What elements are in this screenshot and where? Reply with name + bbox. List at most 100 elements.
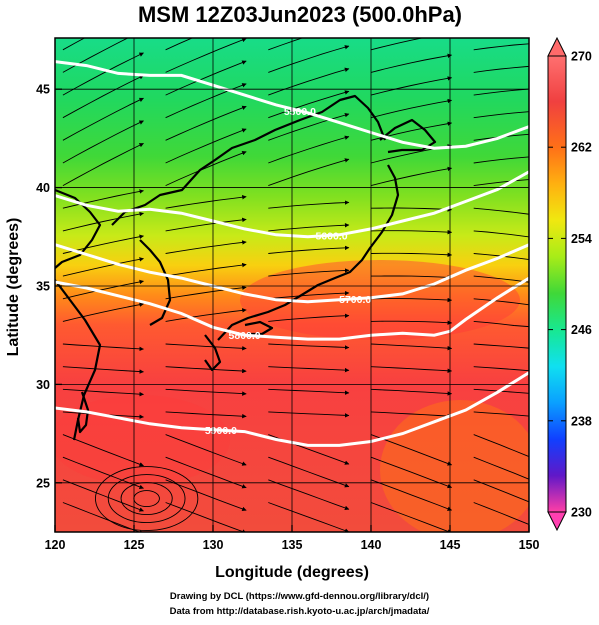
colorbar-tick-label: 230 <box>571 506 592 520</box>
streamline <box>165 366 247 374</box>
streamline <box>473 207 529 215</box>
streamline <box>370 252 453 258</box>
map-grid <box>54 38 530 532</box>
streamline <box>165 502 247 532</box>
streamline <box>62 343 144 352</box>
streamline <box>268 45 350 73</box>
streamline <box>268 290 350 300</box>
streamline <box>473 230 529 238</box>
korea-manchuria-coast <box>111 94 387 226</box>
streamline <box>473 502 529 525</box>
streamline <box>370 388 453 396</box>
colorbar: 270 262 254 246 238 230 <box>547 36 592 532</box>
streamline <box>165 411 247 419</box>
contour-label: 5500.0 <box>284 106 316 118</box>
credit-drawing: Drawing by DCL (https://www.gfd-dennou.o… <box>169 591 430 602</box>
x-tick-label: 145 <box>440 538 461 552</box>
axis-ticks: 120 125 130 135 140 145 150 25 30 35 40 45 <box>36 83 539 552</box>
orange-patch-southeast <box>380 400 529 532</box>
streamline <box>62 434 144 467</box>
contour-line <box>55 276 529 341</box>
colorbar-tick-label: 238 <box>571 414 592 428</box>
streamline <box>165 388 247 396</box>
streamline <box>370 411 453 419</box>
map-panel: 5500.0 5600.0 5700.0 5800.0 5900.0 <box>55 38 529 532</box>
streamline <box>165 194 247 209</box>
streamline <box>62 456 144 489</box>
streamline <box>165 240 247 254</box>
streamline <box>370 38 425 51</box>
colorbar-upper-triangle <box>547 36 567 57</box>
china-coast-south <box>55 279 102 441</box>
y-tick-label: 30 <box>36 378 50 392</box>
y-tick-label: 40 <box>36 181 50 195</box>
swirl-streamline <box>107 474 186 523</box>
contour-label: 5800.0 <box>229 330 261 342</box>
streamline <box>62 97 144 141</box>
streamline <box>370 207 453 212</box>
streamline <box>268 90 350 119</box>
streamline <box>268 366 350 373</box>
swirl-streamline <box>94 466 199 531</box>
streamline <box>165 434 247 466</box>
colorbar-body <box>547 55 567 513</box>
streamline <box>473 343 529 349</box>
streamline <box>473 133 529 141</box>
streamline <box>62 388 144 397</box>
streamline <box>268 245 350 254</box>
streamline <box>62 279 144 300</box>
streamline <box>268 200 350 209</box>
streamline <box>473 275 529 283</box>
streamline <box>370 53 453 73</box>
chart-title: MSM 12Z03Jun2023 (500.0hPa) <box>138 2 462 27</box>
contour-label: 5700.0 <box>339 294 371 306</box>
y-tick-label: 25 <box>36 476 50 490</box>
streamline <box>62 189 144 209</box>
streamline <box>62 142 144 186</box>
coastlines <box>55 94 437 441</box>
streamline <box>165 343 247 351</box>
y-tick-label: 45 <box>36 83 50 97</box>
streamline <box>268 479 350 511</box>
streamline <box>62 75 144 119</box>
streamline <box>268 456 350 488</box>
streamline <box>473 456 529 480</box>
x-tick-label: 130 <box>203 538 224 552</box>
japan-hokkaido <box>379 118 437 154</box>
streamline <box>370 502 453 532</box>
streamline <box>473 388 529 394</box>
streamline <box>62 211 144 232</box>
streamline <box>268 158 350 187</box>
credit-data-source: Data from http://database.rish.kyoto-u.a… <box>169 606 430 617</box>
japan-honshu <box>217 164 400 341</box>
streamline <box>370 76 453 96</box>
streamline <box>473 411 529 417</box>
streamline <box>62 120 144 164</box>
streamline <box>62 479 144 512</box>
streamline <box>165 38 247 73</box>
streamline <box>370 98 453 119</box>
streamline <box>473 111 529 119</box>
colorbar-lower-triangle <box>547 511 567 532</box>
streamline <box>165 308 247 322</box>
streamline <box>165 262 247 277</box>
streamline <box>62 257 144 277</box>
streamline <box>370 479 453 511</box>
korean-peninsula <box>139 239 172 326</box>
streamline <box>473 156 529 164</box>
streamline <box>268 411 350 418</box>
streamline <box>473 88 529 96</box>
streamline <box>268 388 350 395</box>
streamline <box>165 151 247 187</box>
japan-kyushu <box>204 334 222 372</box>
streamline <box>473 65 529 73</box>
streamline <box>165 38 194 51</box>
streamline <box>473 43 529 51</box>
streamline <box>370 320 453 325</box>
streamline <box>268 135 350 164</box>
colorbar-tick-label: 262 <box>571 141 592 155</box>
streamline <box>62 366 144 374</box>
colorbar-tick-label: 270 <box>571 50 592 64</box>
china-coast-north <box>55 188 102 269</box>
